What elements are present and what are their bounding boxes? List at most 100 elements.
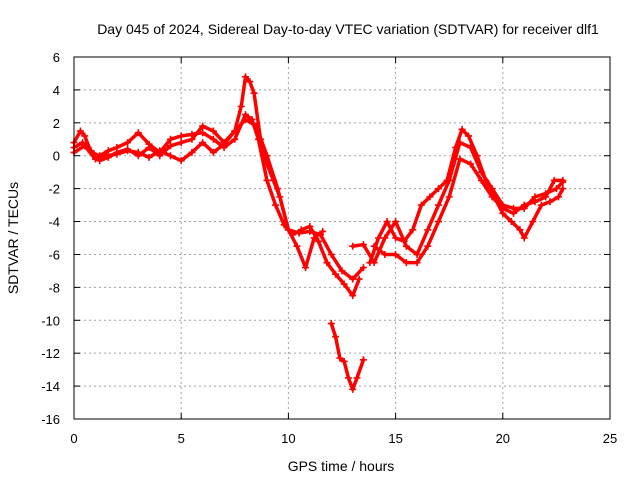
data-point [209,135,217,143]
data-point [555,193,563,201]
data-point [156,147,164,155]
x-axis-label: GPS time / hours [288,458,395,474]
x-tick-label: 5 [178,431,185,446]
y-tick-label: -4 [48,215,60,230]
data-point [166,142,174,150]
data-point [467,160,475,168]
data-point [381,250,389,258]
data-point [383,218,391,226]
series-line [372,157,565,265]
y-axis-label: SDTVAR / TECUs [5,182,21,294]
data-point [81,132,89,140]
data-point [272,201,280,209]
data-point [499,204,507,212]
data-point [323,259,331,267]
data-point [424,226,432,234]
data-point [314,237,322,245]
series-line [72,74,325,270]
data-point [452,144,460,151]
data-point [199,129,207,137]
data-point [327,250,335,258]
data-point [355,275,363,283]
y-tick-label: -10 [41,313,60,328]
data-point [529,218,537,226]
data-point [252,122,260,130]
data-point [537,201,545,209]
series-track-g [370,155,567,267]
data-point [426,193,434,201]
data-point [400,237,408,245]
data-point [199,122,207,130]
data-point [113,150,121,158]
y-tick-label: -12 [41,346,60,361]
data-point [177,132,185,140]
data-point [381,234,389,242]
data-point [349,242,357,250]
data-point [456,155,464,163]
series-line [72,112,361,298]
data-point [473,152,481,160]
data-point [353,374,361,382]
data-point [359,241,367,249]
data-point [477,176,485,184]
data-point [220,140,228,148]
data-point [424,242,432,250]
axis-ticks: 0 5 10 15 20 25 -16 -14 -12 -10 -8 -6 -4 -2 0 2 4 6 [41,50,617,446]
data-point [332,333,340,341]
data-point [516,226,524,234]
data-point [124,147,132,155]
series-line [72,117,366,281]
y-tick-label: 0 [53,149,60,164]
data-point [434,185,442,193]
data-point [295,229,303,237]
x-tick-label: 0 [70,431,77,446]
data-point [402,259,410,267]
data-point [359,356,367,364]
data-point [199,139,207,147]
data-point [76,127,84,135]
data-point [546,198,554,206]
data-point [458,125,466,133]
data-point [550,176,558,184]
data-point [306,227,314,235]
data-point [310,234,318,242]
data-point [349,385,357,393]
y-tick-label: -2 [48,182,60,197]
data-point [263,152,271,160]
data-point [134,129,142,137]
data-point [392,234,400,242]
data-point [445,193,453,201]
data-point [284,226,292,234]
data-point [317,231,325,239]
data-point [246,78,254,86]
data-point [166,135,174,143]
chart-title: Day 045 of 2024, Sidereal Day-to-day VTE… [97,21,599,37]
plot-frame [73,56,611,420]
series-track-c [70,116,367,283]
grid [74,57,610,419]
data-point [209,127,217,135]
data-point [166,152,174,160]
data-point [81,142,89,150]
data-point [104,147,112,155]
data-point [302,264,310,272]
y-tick-label: -14 [41,379,60,394]
data-point [134,148,142,156]
y-tick-label: -8 [48,280,60,295]
data-point [188,148,196,156]
data-point [443,176,451,184]
y-tick-label: -16 [41,412,60,427]
data-point [359,264,367,272]
data-point [242,73,250,81]
x-tick-label: 25 [603,431,617,446]
data-point [91,155,99,163]
data-point [188,135,196,143]
x-tick-label: 10 [281,431,295,446]
data-point [507,218,515,226]
data-point [417,201,425,209]
y-tick-label: 4 [53,83,60,98]
data-point [209,148,217,156]
data-point [559,185,567,193]
data-point [374,234,382,242]
data-point [520,201,528,209]
